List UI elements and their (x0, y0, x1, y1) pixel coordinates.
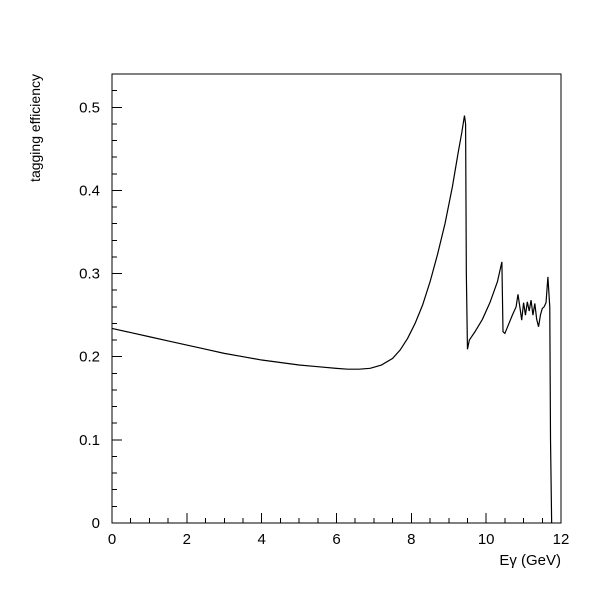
series-group (111, 115, 553, 524)
series-line (111, 115, 553, 524)
y-tick-labels-group: 0 0.1 0.2 0.3 0.4 0.5 (79, 99, 100, 532)
x-tick-label: 8 (407, 531, 415, 548)
x-tick-label: 4 (257, 531, 265, 548)
y-tick-label: 0 (92, 515, 100, 532)
x-tick-labels-group: 0 2 4 6 8 10 12 (108, 531, 570, 548)
y-ticks-group (112, 73, 122, 524)
plot-frame (111, 73, 562, 524)
x-tick-label: 10 (478, 531, 495, 548)
x-ticks-group (111, 513, 562, 523)
plot-frame-group (111, 73, 562, 524)
x-tick-label: 0 (108, 531, 116, 548)
x-axis-label: Eγ (GeV) (499, 552, 561, 569)
x-tick-label: 12 (553, 531, 570, 548)
y-tick-label: 0.2 (79, 349, 100, 366)
y-tick-label: 0.4 (79, 182, 100, 199)
y-tick-label: 0.3 (79, 266, 100, 283)
y-tick-label: 0.1 (79, 432, 100, 449)
x-tick-label: 2 (183, 531, 191, 548)
y-tick-label: 0.5 (79, 99, 100, 116)
y-axis-label: tagging efficiency (27, 74, 43, 182)
x-tick-label: 6 (332, 531, 340, 548)
